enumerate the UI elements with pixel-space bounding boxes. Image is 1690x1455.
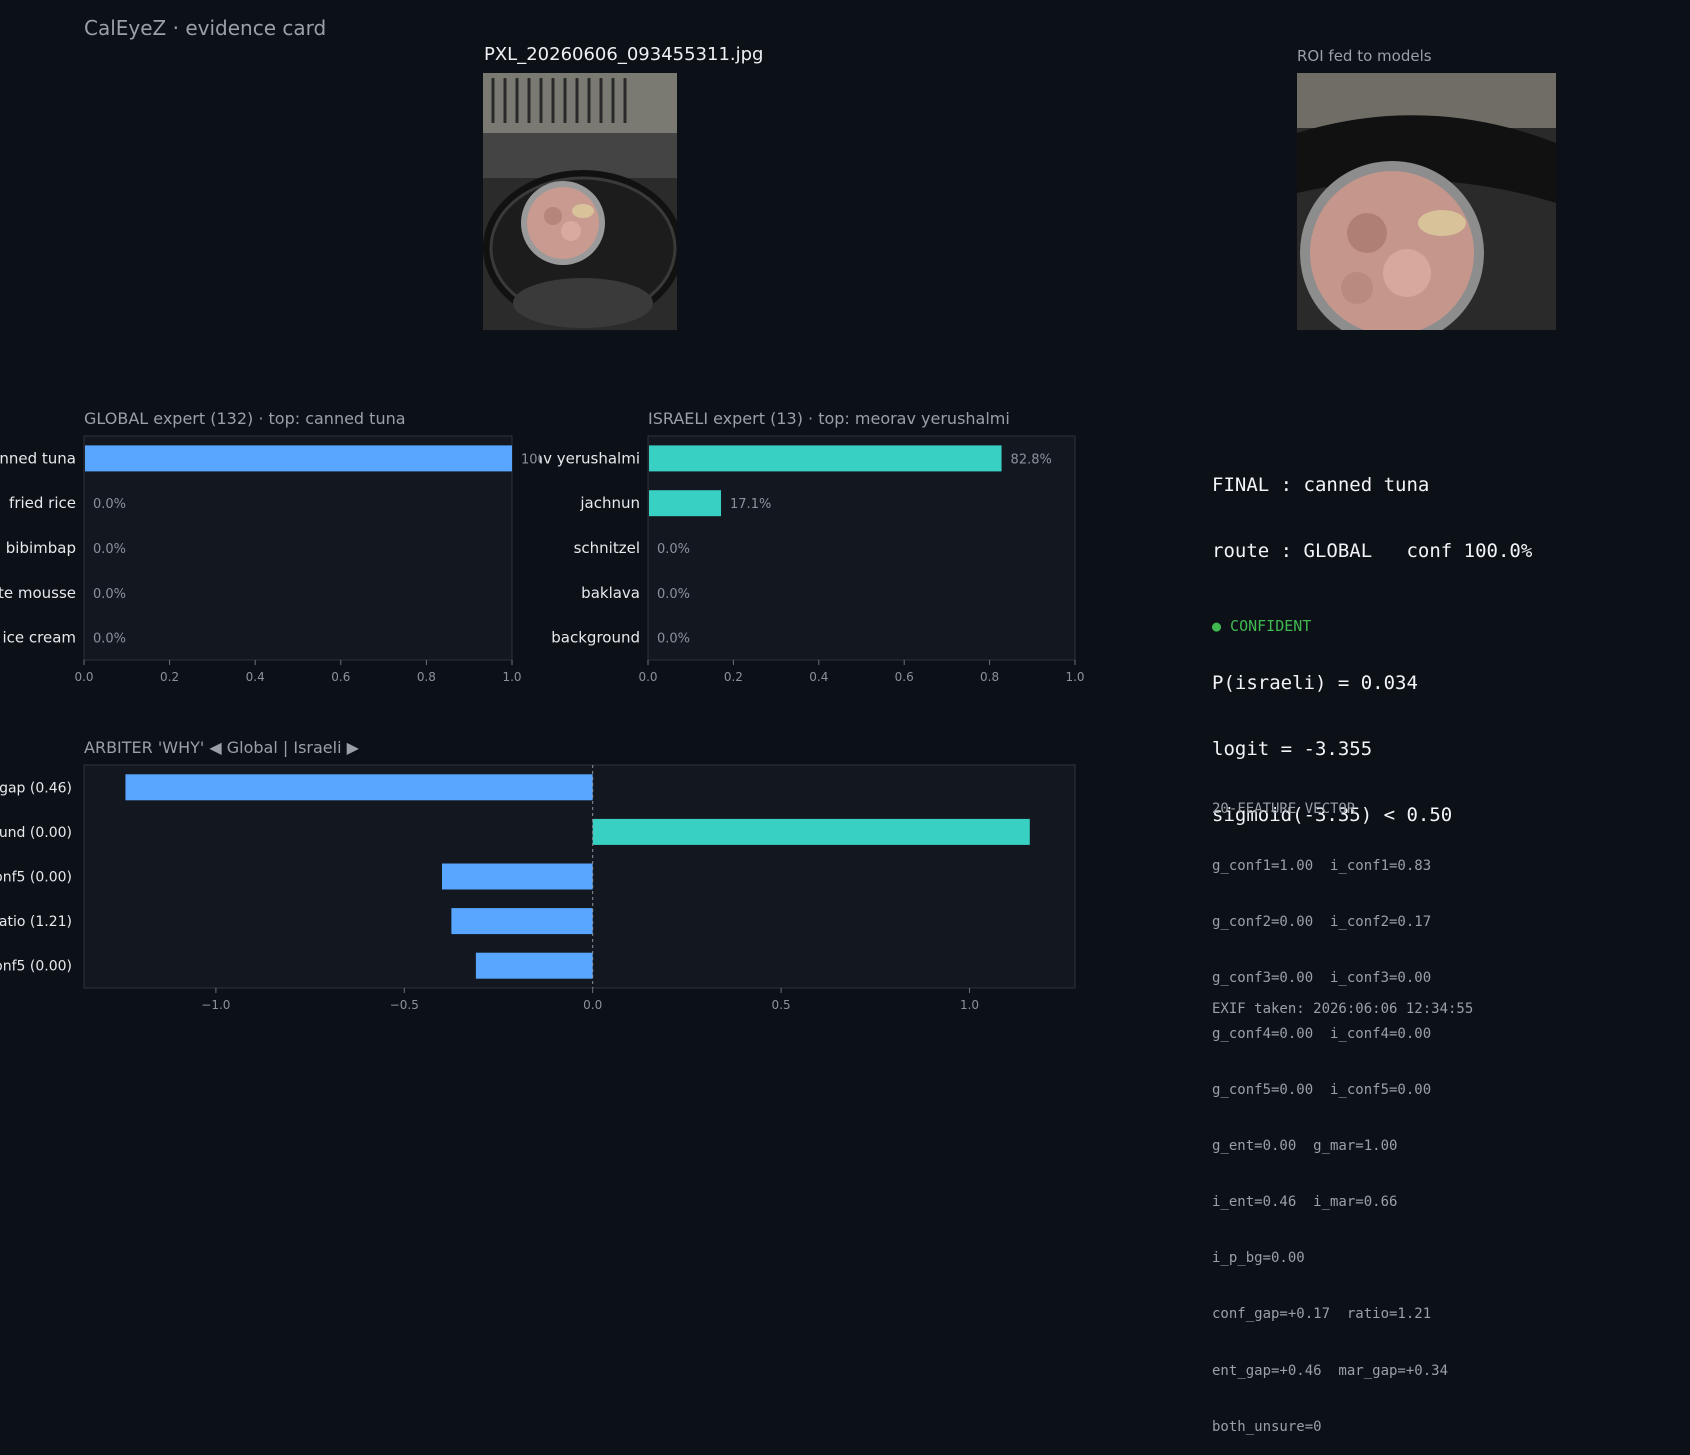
feature-line: g_ent=0.00 g_mar=1.00 [1212, 1138, 1398, 1155]
x-tick-label: 0.2 [724, 670, 743, 684]
feature-line: g_conf2=0.00 i_conf2=0.17 [1212, 913, 1432, 930]
original-photo [483, 73, 677, 330]
plot-area [647, 435, 1076, 661]
category-label: fried rice [9, 494, 76, 512]
category-label: gap (0.46) [0, 780, 72, 796]
bar [85, 445, 512, 472]
category-label: und (0.00) [0, 825, 72, 841]
category-label: baklava [581, 584, 640, 602]
category-label: ratio (1.21) [0, 914, 72, 930]
category-label: onf5 (0.00) [0, 870, 72, 886]
category-label: jachnun [579, 494, 640, 512]
logit-line: logit = -3.355 [1212, 738, 1373, 760]
category-label: bibimbap [6, 539, 76, 557]
category-label: schnitzel [574, 539, 640, 557]
category-label: ice cream [2, 629, 76, 647]
value-label: 100.0% [521, 452, 540, 467]
bar [649, 490, 722, 517]
x-tick-label: 0.5 [772, 998, 791, 1012]
roi-label: ROI fed to models [1297, 47, 1432, 65]
app-title: CalEyeZ · evidence card [84, 16, 327, 40]
category-label: onf5 (0.00) [0, 959, 72, 975]
x-tick-label: 0.6 [331, 670, 350, 684]
bar [125, 774, 593, 801]
x-tick-label: 0.4 [246, 670, 265, 684]
value-label: 82.8% [1011, 452, 1052, 467]
sigmoid-line: sigmoid(-3.35) < 0.50 [1212, 804, 1453, 826]
value-label: 0.0% [657, 542, 690, 557]
israeli-chart-title: ISRAELI expert (13) · top: meorav yerush… [648, 409, 1010, 428]
x-tick-label: 0.0 [583, 998, 602, 1012]
arbiter-chart-title: ARBITER 'WHY' ◀ Global | Israeli ▶ [84, 738, 359, 757]
x-tick-label: −1.0 [201, 998, 230, 1012]
x-tick-label: 0.6 [895, 670, 914, 684]
exif-timestamp: EXIF taken: 2026:06:06 12:34:55 [1212, 1001, 1474, 1017]
value-label: 0.0% [93, 542, 126, 557]
x-tick-label: 0.8 [980, 670, 999, 684]
feature-line: g_conf1=1.00 i_conf1=0.83 [1212, 857, 1432, 874]
value-label: 0.0% [93, 587, 126, 602]
final-line: FINAL : canned tuna [1212, 474, 1430, 496]
arbiter-chart: gap (0.46) und (0.00) onf5 (0.00) ratio (1.… [0, 764, 1076, 1012]
route-line: route : GLOBAL conf 100.0% [1212, 540, 1533, 562]
plot-area [83, 435, 513, 661]
x-tick-label: 1.0 [960, 998, 979, 1012]
x-tick-label: 1.0 [502, 670, 521, 684]
feature-line: g_conf5=0.00 i_conf5=0.00 [1212, 1081, 1432, 1098]
bar [649, 445, 1002, 472]
bar [441, 863, 593, 890]
feature-line: conf_gap=+0.17 ratio=1.21 [1212, 1306, 1432, 1323]
x-tick-label: 0.8 [417, 670, 436, 684]
category-label: chocolate mousse [0, 584, 76, 602]
feature-vector-title: 20-FEATURE VECTOR [1212, 801, 1356, 818]
value-label: 0.0% [657, 587, 690, 602]
category-label: meorav yerushalmi [540, 449, 640, 467]
x-tick-label: 1.0 [1065, 670, 1084, 684]
value-label: 0.0% [93, 497, 126, 512]
global-chart-title: GLOBAL expert (132) · top: canned tuna [84, 409, 406, 428]
x-tick-label: 0.0 [638, 670, 657, 684]
feature-line: g_conf4=0.00 i_conf4=0.00 [1212, 1025, 1432, 1042]
x-tick-label: 0.4 [809, 670, 828, 684]
x-tick-label: −0.5 [390, 998, 419, 1012]
feature-line: both_unsure=0 [1212, 1418, 1322, 1435]
feature-line: g_conf3=0.00 i_conf3=0.00 [1212, 969, 1432, 986]
feature-line: i_ent=0.46 i_mar=0.66 [1212, 1194, 1398, 1211]
israeli-expert-chart: meorav yerushalmi 82.8% jachnun 17.1% schnit… [540, 435, 1085, 684]
feature-vector-block: 20-FEATURE VECTOR g_conf1=1.00 i_conf1=0… [1212, 763, 1448, 1455]
category-label: background [551, 629, 640, 647]
category-label: canned tuna [0, 449, 76, 467]
x-tick-label: 0.2 [160, 670, 179, 684]
value-label: 0.0% [93, 632, 126, 647]
value-label: 0.0% [657, 632, 690, 647]
value-label: 17.1% [730, 497, 771, 512]
feature-line: ent_gap=+0.46 mar_gap=+0.34 [1212, 1362, 1449, 1379]
bar [592, 818, 1030, 845]
final-decision-block: FINAL : canned tuna route : GLOBAL conf … [1212, 430, 1532, 848]
bar [451, 908, 593, 935]
image-filename: PXL_20260606_093455311.jpg [484, 44, 764, 65]
x-tick-label: 0.0 [74, 670, 93, 684]
feature-line: i_p_bg=0.00 [1212, 1250, 1305, 1267]
bar [475, 952, 593, 979]
roi-photo [1297, 73, 1556, 330]
confidence-status: ● CONFIDENT [1212, 617, 1312, 635]
p-israeli-line: P(israeli) = 0.034 [1212, 672, 1418, 694]
global-expert-chart: canned tuna 100.0% fried rice 0.0% bibimbap 0… [0, 435, 540, 684]
